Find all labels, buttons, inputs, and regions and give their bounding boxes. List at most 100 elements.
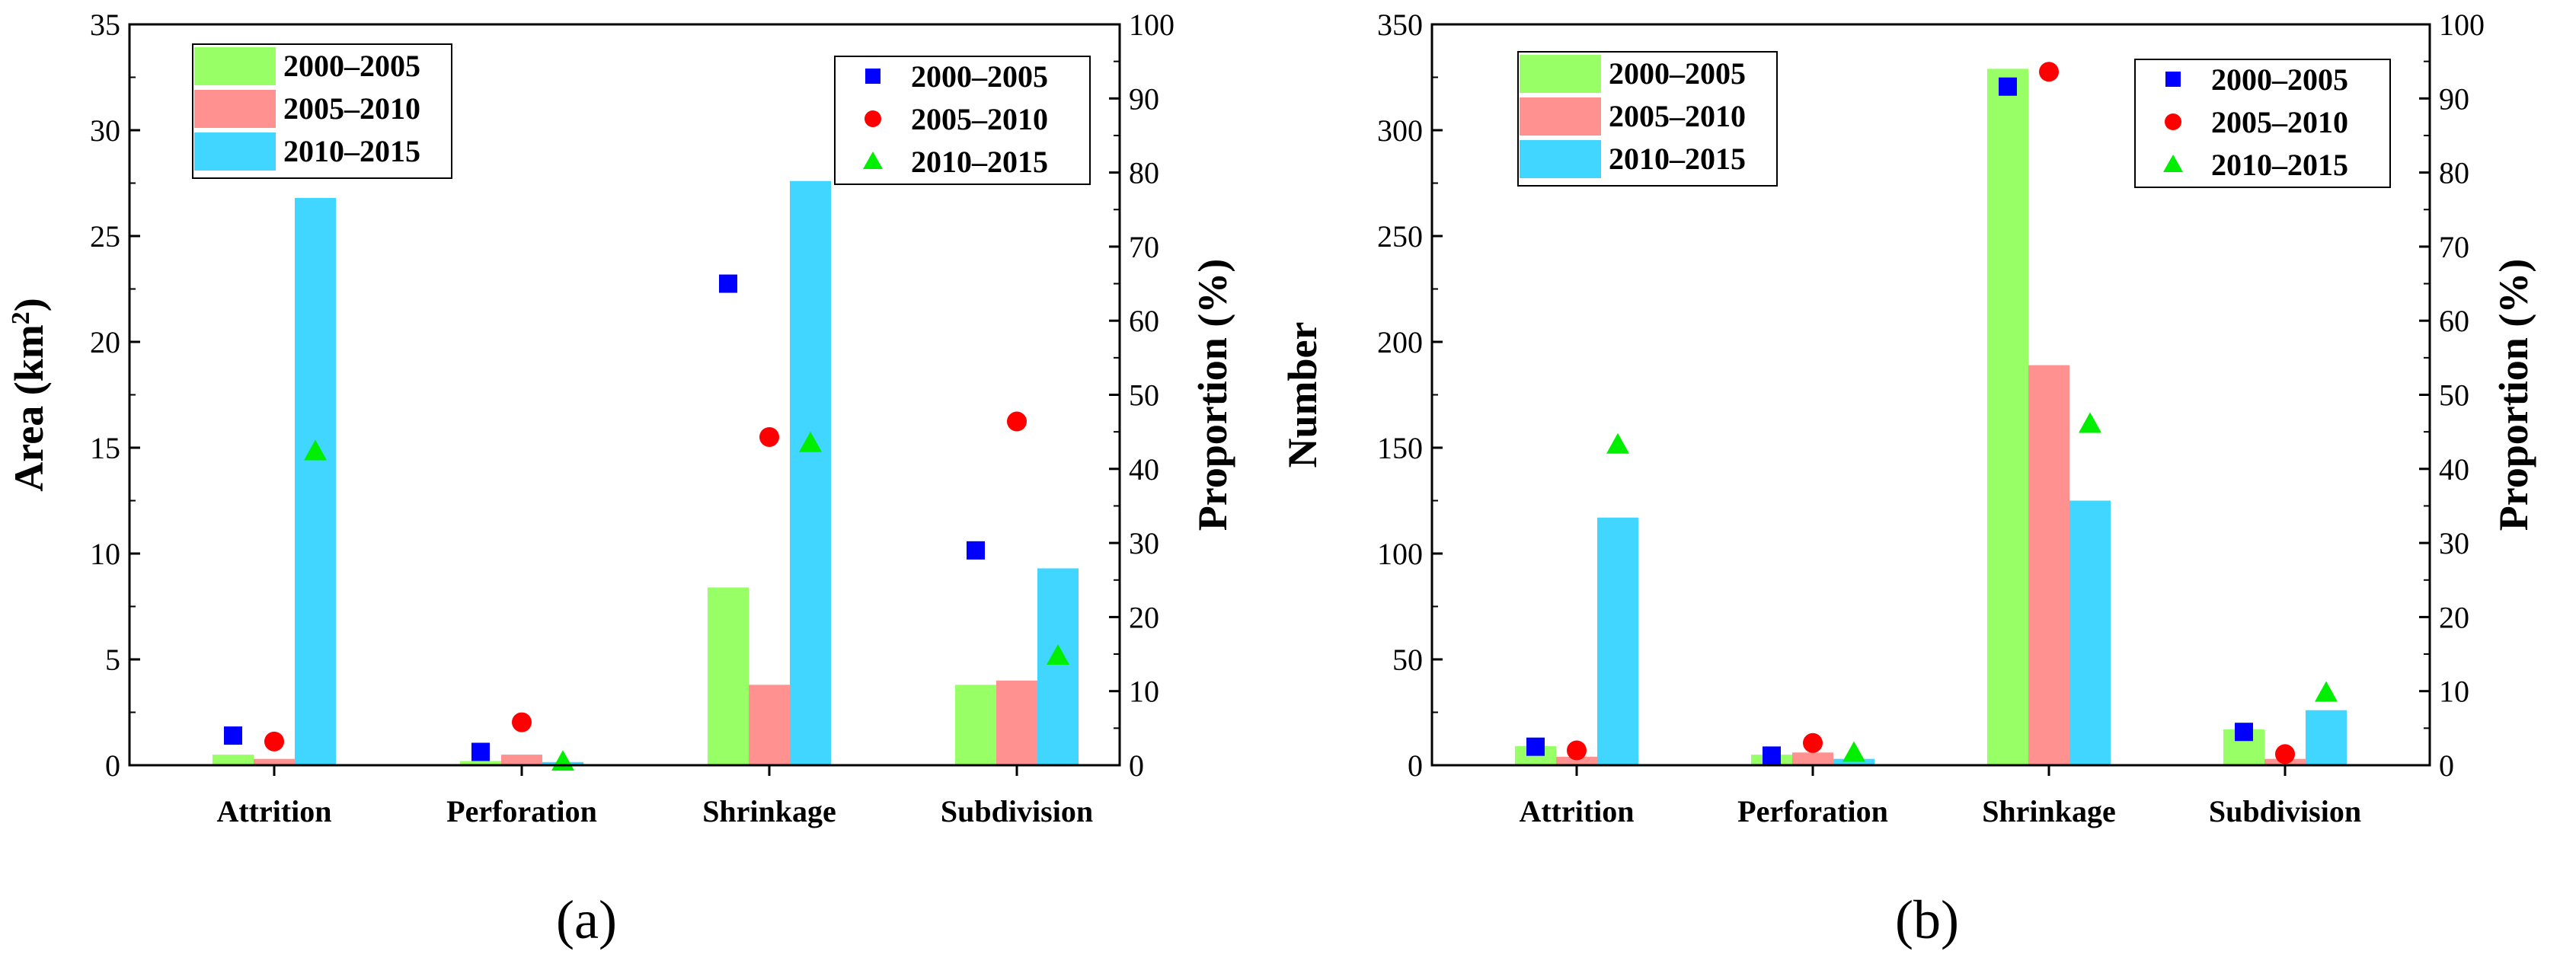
marker-circle-attrition-2005–2010 [264, 731, 284, 752]
marker-square-attrition-2000–2005 [224, 726, 242, 745]
y2-axis-title: Proportion (%) [1190, 259, 1235, 531]
marker-triangle-shrinkage-2010–2015 [799, 431, 822, 452]
bar-perforation-2010–2015 [1833, 758, 1874, 765]
chart-panel-b: 0 50 100 150 200 250 300 350 0 10 20 30 40 50 60 70 80 90… [1280, 8, 2536, 950]
left-tick-label: 150 [1377, 431, 1423, 465]
right-tick-label: 50 [1129, 378, 1159, 413]
right-tick-label: 0 [2439, 748, 2454, 783]
marker-legend-label: 2000–2005 [2211, 62, 2348, 97]
marker-triangle-subdivision-2010–2015 [2315, 681, 2338, 702]
bar-shrinkage-2010–2015 [790, 180, 831, 766]
category-label-subdivision: Subdivision [941, 794, 1093, 828]
marker-circle-shrinkage-2005–2010 [2039, 62, 2059, 82]
bar-shrinkage-2000–2005 [1987, 69, 2028, 765]
bar-legend-swatch [194, 132, 276, 171]
legend-triangle-marker [863, 152, 883, 169]
marker-square-shrinkage-2000–2005 [719, 274, 737, 293]
right-tick-label: 60 [2439, 304, 2469, 338]
bar-legend-swatch [194, 90, 276, 128]
marker-triangle-shrinkage-2010–2015 [2079, 412, 2101, 433]
category-label-attrition: Attrition [216, 794, 331, 828]
marker-legend-label: 2010–2015 [2211, 148, 2348, 182]
marker-square-shrinkage-2000–2005 [1999, 77, 2017, 96]
right-tick-label: 70 [1129, 230, 1159, 264]
bar-attrition-2005–2010 [1556, 756, 1597, 765]
bar-legend-swatch [1520, 140, 1601, 178]
marker-triangle-perforation-2010–2015 [1843, 741, 1865, 762]
left-tick-label: 200 [1377, 325, 1423, 359]
bar-perforation-2005–2010 [1792, 752, 1833, 765]
bar-legend-label: 2005–2010 [1609, 99, 1746, 133]
legend-square-marker [865, 69, 881, 84]
bar-subdivision-2010–2015 [1037, 568, 1079, 765]
right-tick-label: 100 [2439, 8, 2485, 42]
marker-legend-label: 2000–2005 [911, 59, 1048, 94]
right-tick-label: 60 [1129, 304, 1159, 338]
legend-triangle-marker [2163, 155, 2183, 172]
left-tick-label: 250 [1377, 219, 1423, 254]
bar-legend-label: 2005–2010 [283, 91, 420, 126]
left-tick-label: 30 [90, 113, 120, 148]
bar-shrinkage-2005–2010 [749, 685, 790, 765]
right-tick-label: 80 [2439, 156, 2469, 190]
marker-legend-label: 2005–2010 [911, 102, 1048, 136]
bar-perforation-2000–2005 [460, 761, 501, 765]
right-tick-label: 20 [1129, 600, 1159, 634]
bar-legend-swatch [194, 47, 276, 85]
legend-circle-marker [2165, 113, 2181, 130]
right-tick-label: 40 [2439, 452, 2469, 487]
left-tick-label: 100 [1377, 537, 1423, 571]
marker-circle-subdivision-2005–2010 [1007, 411, 1027, 432]
bar-legend-swatch [1520, 97, 1601, 136]
marker-square-perforation-2000–2005 [1763, 746, 1781, 765]
category-label-shrinkage: Shrinkage [702, 794, 836, 828]
right-tick-label: 100 [1129, 8, 1175, 42]
bar-perforation-2005–2010 [501, 755, 542, 765]
category-label-subdivision: Subdivision [2209, 794, 2361, 828]
category-label-perforation: Perforation [1737, 794, 1888, 828]
right-tick-label: 30 [1129, 526, 1159, 560]
right-tick-label: 40 [1129, 452, 1159, 487]
legend-square-marker [2165, 72, 2181, 87]
marker-legend-label: 2010–2015 [911, 145, 1048, 179]
left-tick-label: 5 [105, 643, 120, 677]
bar-attrition-2005–2010 [254, 758, 295, 765]
bar-legend-label: 2010–2015 [1609, 142, 1746, 176]
marker-circle-subdivision-2005–2010 [2275, 744, 2295, 764]
marker-circle-shrinkage-2005–2010 [759, 426, 779, 447]
legend-circle-marker [865, 110, 881, 127]
bar-subdivision-2010–2015 [2306, 710, 2347, 765]
bar-shrinkage-2000–2005 [708, 587, 749, 765]
y2-axis-title: Proportion (%) [2491, 259, 2536, 531]
left-tick-label: 10 [90, 537, 120, 571]
category-label-attrition: Attrition [1519, 794, 1634, 828]
y-axis-title: Area (km2) [6, 298, 52, 491]
marker-square-subdivision-2000–2005 [2235, 723, 2253, 742]
right-tick-label: 10 [1129, 675, 1159, 709]
left-tick-label: 0 [1408, 748, 1423, 783]
left-tick-label: 20 [90, 325, 120, 359]
right-tick-label: 10 [2439, 675, 2469, 709]
bar-attrition-2010–2015 [295, 197, 336, 766]
marker-square-subdivision-2000–2005 [967, 541, 985, 560]
category-label-shrinkage: Shrinkage [1982, 794, 2116, 828]
bar-shrinkage-2005–2010 [2028, 365, 2069, 766]
left-tick-label: 350 [1377, 8, 1423, 42]
marker-triangle-attrition-2010–2015 [1606, 432, 1629, 454]
category-label-perforation: Perforation [446, 794, 597, 828]
bar-legend-label: 2000–2005 [1609, 56, 1746, 91]
right-tick-label: 30 [2439, 526, 2469, 560]
bar-subdivision-2000–2005 [955, 685, 996, 765]
left-tick-label: 300 [1377, 113, 1423, 148]
bar-attrition-2010–2015 [1597, 517, 1638, 765]
right-tick-label: 80 [1129, 156, 1159, 190]
marker-triangle-attrition-2010–2015 [304, 439, 327, 461]
bar-attrition-2000–2005 [213, 755, 254, 765]
bar-subdivision-2005–2010 [996, 680, 1037, 765]
marker-circle-perforation-2005–2010 [1803, 732, 1823, 753]
chart-panel-a: 0 5 10 15 20 25 30 35 0 10 20 30 40 50 60 70 80 90 100 Attr… [6, 8, 1235, 950]
panel-label: (a) [556, 889, 617, 950]
marker-triangle-perforation-2010–2015 [551, 750, 574, 771]
right-tick-label: 90 [1129, 81, 1159, 116]
